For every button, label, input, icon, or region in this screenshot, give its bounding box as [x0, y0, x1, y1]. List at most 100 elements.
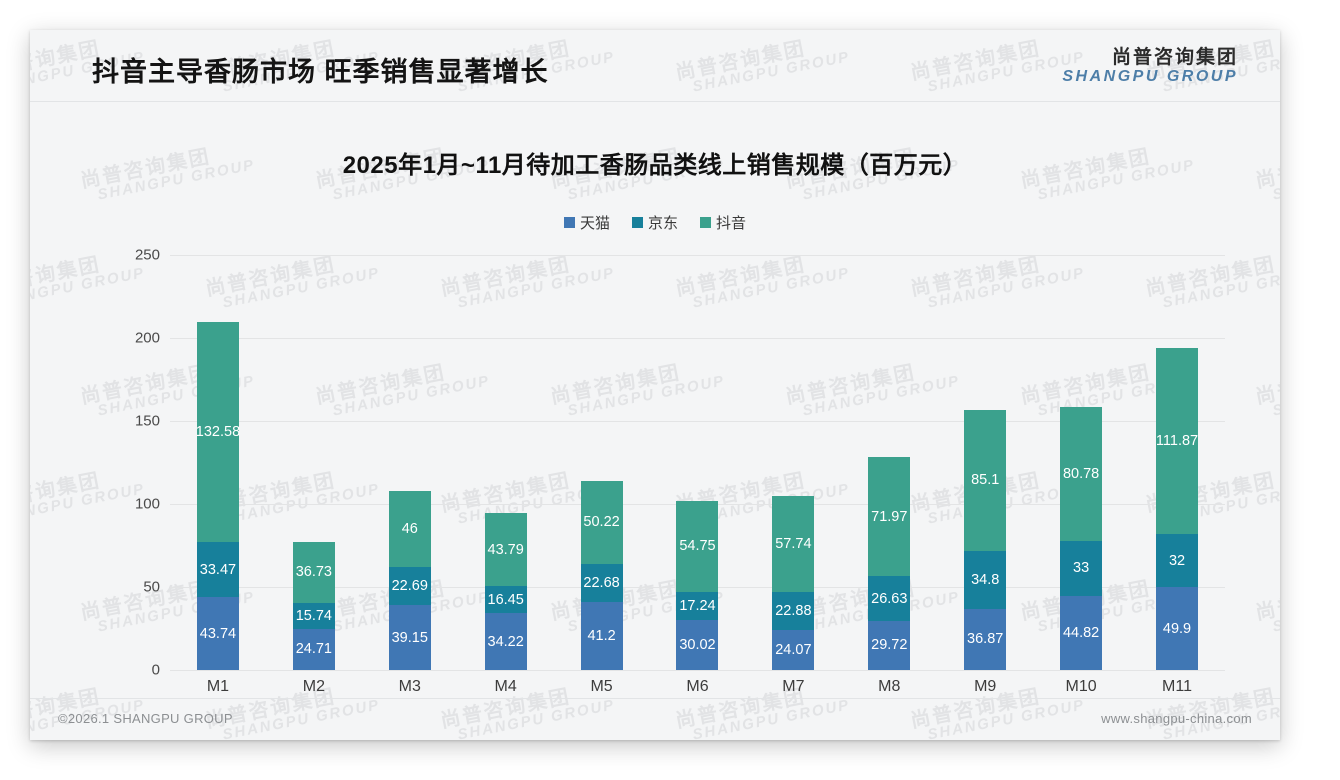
bar-segment-天猫[interactable]: 41.2 — [580, 601, 623, 670]
bar-value-label: 49.9 — [1162, 620, 1192, 637]
bar-segment-京东[interactable]: 16.45 — [484, 585, 527, 614]
bar-column[interactable]: 36.73 15.74 24.71 — [266, 255, 362, 670]
footer-website[interactable]: www.shangpu-china.com — [1101, 711, 1252, 726]
bar-value-label: 39.15 — [391, 629, 428, 646]
bar-segment-天猫[interactable]: 36.87 — [964, 608, 1007, 670]
bar-segment-京东[interactable]: 33 — [1060, 540, 1103, 596]
legend-item-天猫[interactable]: 天猫 — [563, 212, 610, 233]
bar-value-label: 30.02 — [679, 637, 716, 654]
bar-value-label: 80.78 — [1062, 465, 1100, 482]
bar-segment-京东[interactable]: 33.47 — [196, 541, 239, 598]
bar-segment-抖音[interactable]: 43.79 — [484, 513, 527, 586]
bar-value-label: 24.71 — [295, 641, 332, 658]
bar-column[interactable]: 43.79 16.45 34.22 — [458, 255, 554, 670]
y-axis-tick-label: 100 — [134, 495, 160, 513]
legend-swatch-icon — [700, 217, 711, 228]
bar-value-label: 24.07 — [775, 642, 812, 659]
bar-segment-京东[interactable]: 22.68 — [580, 563, 623, 602]
bar-segment-天猫[interactable]: 24.07 — [772, 630, 815, 670]
bar-segment-抖音[interactable]: 50.22 — [580, 480, 623, 564]
chart-legend: 天猫 京东 抖音 — [30, 212, 1280, 233]
bar-stack: 54.75 17.24 30.02 — [676, 500, 719, 670]
bar-column[interactable]: 57.74 22.88 24.07 — [745, 255, 841, 670]
bar-segment-抖音[interactable]: 57.74 — [772, 496, 815, 593]
bar-segment-京东[interactable]: 22.88 — [772, 592, 815, 631]
bar-segment-天猫[interactable]: 30.02 — [676, 620, 719, 670]
header-bar: 抖音主导香肠市场 旺季销售显著增长 尚普咨询集团 SHANGPU GROUP — [30, 30, 1280, 102]
bar-segment-天猫[interactable]: 49.9 — [1156, 587, 1199, 670]
bar-value-label: 43.74 — [199, 625, 237, 642]
legend-item-京东[interactable]: 京东 — [631, 212, 678, 233]
bar-segment-京东[interactable]: 17.24 — [676, 591, 719, 621]
bar-value-label: 16.45 — [487, 591, 524, 608]
bar-segment-抖音[interactable]: 54.75 — [676, 500, 719, 592]
bar-segment-抖音[interactable]: 46 — [388, 491, 431, 568]
bar-column[interactable]: 71.97 26.63 29.72 — [841, 255, 937, 670]
bar-column[interactable]: 80.78 33 44.82 — [1033, 255, 1129, 670]
bar-value-label: 33.47 — [199, 561, 237, 578]
bar-value-label: 22.69 — [391, 578, 428, 595]
bar-value-label: 54.75 — [679, 538, 716, 555]
bar-segment-京东[interactable]: 34.8 — [964, 551, 1007, 609]
bar-column[interactable]: 132.58 33.47 43.74 — [170, 255, 266, 670]
bar-column[interactable]: 111.87 32 49.9 — [1129, 255, 1225, 670]
bar-segment-京东[interactable]: 15.74 — [292, 602, 335, 629]
chart-title: 2025年1月~11月待加工香肠品类线上销售规模（百万元） — [342, 152, 968, 179]
bar-stack: 43.79 16.45 34.22 — [484, 513, 527, 670]
x-axis-label: M2 — [302, 678, 325, 695]
x-axis-label: M7 — [782, 678, 805, 695]
bar-segment-天猫[interactable]: 24.71 — [292, 628, 335, 670]
bar-column[interactable]: 85.1 34.8 36.87 — [937, 255, 1033, 670]
bar-stack: 80.78 33 44.82 — [1060, 406, 1103, 670]
bar-value-label: 22.68 — [583, 574, 620, 591]
bar-segment-京东[interactable]: 32 — [1156, 534, 1199, 588]
x-axis-label: M10 — [1065, 678, 1097, 695]
bar-value-label: 43.79 — [487, 541, 524, 558]
bar-segment-抖音[interactable]: 80.78 — [1060, 406, 1103, 541]
brand-logo: 尚普咨询集团 SHANGPU GROUP — [1062, 47, 1238, 86]
bar-value-label: 34.22 — [487, 633, 524, 650]
gridline — [170, 421, 1225, 422]
bar-column[interactable]: 54.75 17.24 30.02 — [650, 255, 746, 670]
bar-segment-天猫[interactable]: 29.72 — [868, 620, 911, 670]
bar-column[interactable]: 50.22 22.68 41.2 — [554, 255, 650, 670]
bar-segment-天猫[interactable]: 39.15 — [388, 605, 431, 670]
y-axis-tick-label: 250 — [134, 246, 160, 264]
report-card: 尚普咨询集团 SHANGPU GROUP 尚普咨询集团 SHANGPU GROUP 尚普… — [30, 30, 1280, 740]
legend-label: 天猫 — [579, 215, 610, 232]
bar-segment-天猫[interactable]: 43.74 — [196, 597, 239, 670]
y-axis-tick-label: 200 — [134, 329, 160, 347]
bar-stack: 36.73 15.74 24.71 — [292, 541, 335, 670]
bar-series-container: 132.58 33.47 43.74 36.73 15.74 24.71 46 22.69 39… — [170, 255, 1225, 670]
bar-value-label: 36.73 — [295, 564, 332, 581]
bar-stack: 85.1 34.8 36.87 — [964, 409, 1007, 670]
bar-stack: 132.58 33.47 43.74 — [196, 321, 240, 670]
legend-swatch-icon — [563, 217, 575, 228]
legend-swatch-icon — [631, 217, 643, 228]
bar-value-label: 85.1 — [971, 472, 1000, 489]
x-axis-label: M6 — [686, 678, 709, 695]
x-axis-label: M1 — [206, 678, 230, 695]
bar-segment-抖音[interactable]: 36.73 — [292, 541, 335, 603]
bar-segment-抖音[interactable]: 71.97 — [868, 457, 911, 577]
x-axis-label: M4 — [494, 678, 517, 695]
bar-segment-天猫[interactable]: 44.82 — [1060, 595, 1103, 670]
bar-value-label: 32 — [1168, 552, 1186, 569]
bar-segment-抖音[interactable]: 132.58 — [196, 321, 240, 542]
x-axis-label: M11 — [1162, 678, 1192, 695]
bar-value-label: 22.88 — [775, 603, 812, 620]
bar-value-label: 50.22 — [583, 514, 620, 531]
bar-column[interactable]: 46 22.69 39.15 — [362, 255, 458, 670]
bar-segment-天猫[interactable]: 34.22 — [484, 613, 527, 670]
bar-value-label: 44.82 — [1062, 624, 1100, 641]
bar-segment-京东[interactable]: 22.69 — [388, 567, 431, 606]
bar-stack: 71.97 26.63 29.72 — [868, 457, 911, 670]
bar-value-label: 33 — [1073, 560, 1090, 577]
bar-segment-抖音[interactable]: 85.1 — [964, 409, 1007, 552]
bar-segment-抖音[interactable]: 111.87 — [1156, 348, 1198, 535]
legend-item-抖音[interactable]: 抖音 — [700, 212, 746, 233]
footer-bar: ©2026.1 SHANGPU GROUP www.shangpu-china.… — [30, 698, 1280, 740]
bar-segment-京东[interactable]: 26.63 — [868, 576, 911, 621]
